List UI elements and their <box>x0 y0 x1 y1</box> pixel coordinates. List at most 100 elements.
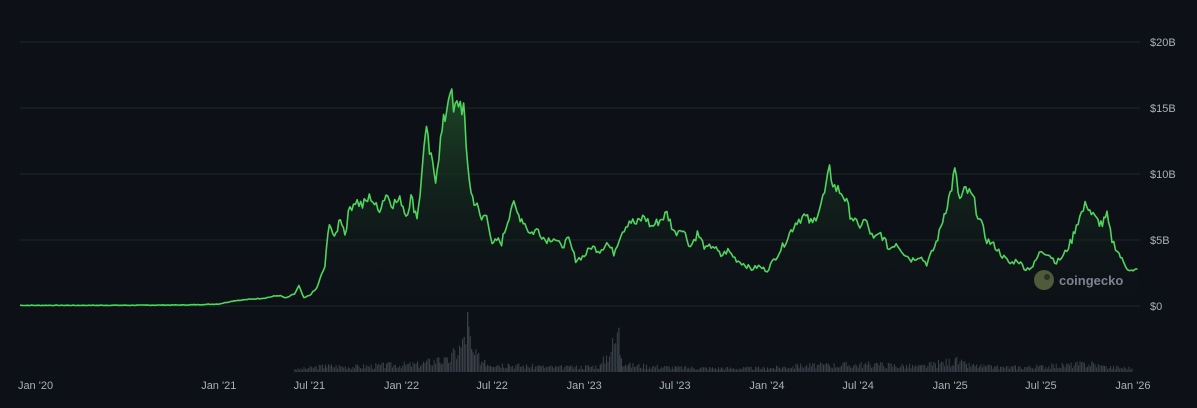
volume-bar <box>850 367 852 372</box>
volume-bar <box>857 367 859 372</box>
volume-bar <box>719 369 721 372</box>
volume-bar <box>1015 365 1016 372</box>
volume-bar <box>553 368 555 372</box>
volume-bar <box>916 366 918 372</box>
volume-bar <box>1097 364 1099 372</box>
volume-bar <box>904 368 906 372</box>
volume-bar <box>421 364 423 372</box>
volume-bar <box>744 367 746 372</box>
volume-bar <box>800 363 802 372</box>
volume-bar <box>331 364 332 372</box>
volume-bar <box>798 367 800 372</box>
volume-bar <box>838 367 840 372</box>
volume-bar <box>627 364 629 372</box>
volume-bar <box>706 367 708 372</box>
volume-bar <box>1075 362 1077 372</box>
volume-bar <box>731 368 733 372</box>
volume-bar <box>878 365 880 372</box>
volume-bar <box>909 363 911 372</box>
volume-bar <box>474 355 475 372</box>
volume-bar <box>551 366 553 372</box>
volume-bar <box>555 365 556 372</box>
volume-bar <box>405 364 407 372</box>
x-tick-label: Jan '20 <box>18 380 53 392</box>
gecko-logo-icon <box>1034 270 1054 290</box>
volume-bar <box>901 364 903 372</box>
volume-bar <box>847 366 849 372</box>
volume-bar <box>942 362 944 372</box>
volume-bar <box>771 368 773 372</box>
volume-bar <box>471 348 473 372</box>
volume-bar <box>1018 366 1020 372</box>
volume-bar <box>667 366 669 372</box>
volume-bar <box>580 365 582 372</box>
volume-bar <box>512 365 514 372</box>
volume-bar <box>1001 366 1003 372</box>
volume-bar <box>297 368 299 372</box>
volume-bar <box>983 364 985 372</box>
volume-bar <box>547 367 549 372</box>
x-tick-label: Jan '22 <box>384 380 419 392</box>
volume-bar <box>1055 363 1057 372</box>
volume-bar <box>571 366 573 372</box>
volume-bar <box>695 369 697 372</box>
volume-bar <box>344 366 346 372</box>
volume-bar <box>420 365 421 372</box>
volume-bar <box>691 366 693 372</box>
volume-bar <box>1116 365 1118 372</box>
volume-bar <box>432 365 434 372</box>
volume-bar <box>925 367 927 372</box>
volume-bar <box>866 364 868 372</box>
volume-bar <box>647 369 649 372</box>
volume-bar <box>619 355 621 372</box>
volume-bar <box>1061 362 1063 372</box>
volume-bar <box>670 369 672 372</box>
volume-bar <box>1082 361 1084 372</box>
volume-bar <box>883 366 885 372</box>
volume-bar <box>478 352 480 372</box>
volume-bar <box>593 369 595 372</box>
volume-bar <box>402 365 404 372</box>
volume-bar <box>944 366 946 372</box>
volume-bar <box>361 368 363 372</box>
volume-bar <box>750 366 752 372</box>
volume-bar <box>673 368 675 372</box>
volume-bar <box>761 369 763 372</box>
volume-bar <box>558 366 559 372</box>
volume-bar <box>649 367 651 372</box>
volume-bar <box>559 365 561 372</box>
y-tick-label: $10B <box>1150 169 1176 181</box>
volume-bar <box>996 365 998 372</box>
volume-bar <box>589 367 591 372</box>
volume-bar <box>408 363 410 372</box>
volume-bar <box>886 368 888 372</box>
volume-bar <box>889 363 891 372</box>
volume-bar <box>412 362 414 372</box>
volume-bar <box>722 368 724 372</box>
x-tick-label: Jul '22 <box>476 380 507 392</box>
volume-bar <box>384 368 386 372</box>
volume-bar <box>954 358 956 372</box>
volume-bar <box>773 368 774 372</box>
gecko-eye-icon <box>1044 274 1050 280</box>
volume-bar <box>884 368 886 372</box>
volume-bar <box>646 364 647 372</box>
volume-bar <box>906 365 907 372</box>
volume-bar <box>1108 368 1110 372</box>
volume-bar <box>725 367 727 372</box>
volume-bar <box>360 368 361 372</box>
volume-bar <box>353 368 355 372</box>
volume-bar <box>1013 365 1015 372</box>
volume-bar <box>709 367 711 372</box>
volume-bar <box>358 366 360 372</box>
volume-bar <box>755 366 757 372</box>
volume-bar <box>931 365 933 372</box>
volume-bar <box>607 361 609 372</box>
volume-bar <box>816 364 818 372</box>
volume-bar <box>582 369 583 372</box>
volume-bar <box>498 366 500 372</box>
volume-bar <box>701 367 703 372</box>
volume-bar <box>1039 365 1041 372</box>
volume-bar <box>676 367 678 372</box>
